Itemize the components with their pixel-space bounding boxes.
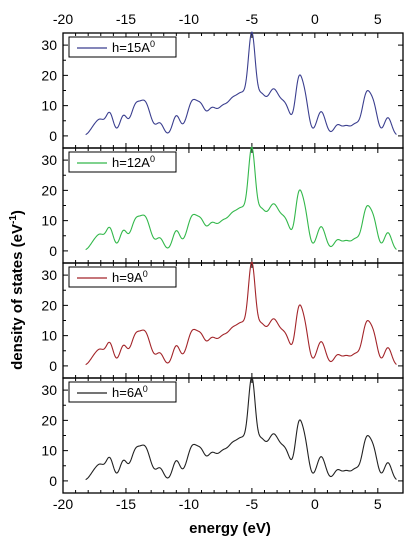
legend-label: h=9A0: [112, 269, 148, 285]
x-tick-label-top: 5: [374, 11, 382, 27]
x-tick-label-top: -20: [53, 11, 73, 27]
legend-label-sup: 0: [143, 269, 148, 279]
x-tick-label-top: -5: [246, 11, 259, 27]
y-tick-label: 10: [41, 213, 57, 229]
top-x-tick-labels: -20 -15 -10 -5 0 5: [53, 11, 382, 27]
y-tick-label: 0: [49, 243, 57, 259]
y-axis-label-close: ): [9, 210, 26, 215]
y-tick-label: 10: [41, 443, 57, 459]
legend-box: [68, 36, 177, 58]
x-tick-label-top: -15: [116, 11, 136, 27]
legend-label-sup: 0: [150, 154, 155, 164]
y-tick-label: 30: [41, 37, 57, 53]
legend-box: [68, 266, 177, 288]
legend-label-main: h=9A: [112, 270, 143, 285]
legend-label-main: h=12A: [112, 155, 150, 170]
legend-label-main: h=6A: [112, 385, 143, 400]
x-tick-label-bottom: 5: [374, 496, 382, 512]
y-tick-label: 0: [49, 128, 57, 144]
y-tick-label: 10: [41, 328, 57, 344]
y-tick-label: 20: [41, 412, 57, 428]
y-tick-label: 0: [49, 358, 57, 374]
y-axis-label-sup: -1: [8, 215, 19, 224]
legend-label-sup: 0: [143, 384, 148, 394]
dos-series-line: [85, 261, 397, 366]
x-tick-label-bottom: -15: [116, 496, 136, 512]
dos-series-line: [85, 376, 397, 481]
legend-box: [68, 151, 177, 173]
y-tick-label: 30: [41, 152, 57, 168]
x-tick-label-bottom: -20: [53, 496, 73, 512]
legend-label-sup: 0: [150, 39, 155, 49]
x-tick-label-top: 0: [311, 11, 319, 27]
y-tick-label: 20: [41, 297, 57, 313]
y-tick-label: 20: [41, 67, 57, 83]
y-tick-label: 30: [41, 382, 57, 398]
y-axis-label-main: density of states (eV: [9, 224, 26, 370]
x-tick-label-bottom: -10: [179, 496, 199, 512]
x-tick-label-bottom: 0: [311, 496, 319, 512]
y-tick-label: 30: [41, 267, 57, 283]
legend-label: h=12A0: [112, 154, 155, 170]
legend-box: [68, 381, 177, 403]
legend-label: h=6A0: [112, 384, 148, 400]
y-tick-label: 10: [41, 98, 57, 114]
legend-label-main: h=15A: [112, 40, 150, 55]
x-tick-label-bottom: -5: [246, 496, 259, 512]
y-axis-label: density of states (eV-1): [8, 210, 26, 370]
y-tick-label: 20: [41, 182, 57, 198]
legend-label: h=15A0: [112, 39, 155, 55]
dos-series-line: [85, 146, 397, 251]
y-tick-label: 0: [49, 473, 57, 489]
bottom-x-tick-labels: -20 -15 -10 -5 0 5: [53, 496, 382, 512]
dos-series-line: [85, 31, 397, 136]
x-axis-label: energy (eV): [189, 520, 271, 537]
x-tick-label-top: -10: [179, 11, 199, 27]
